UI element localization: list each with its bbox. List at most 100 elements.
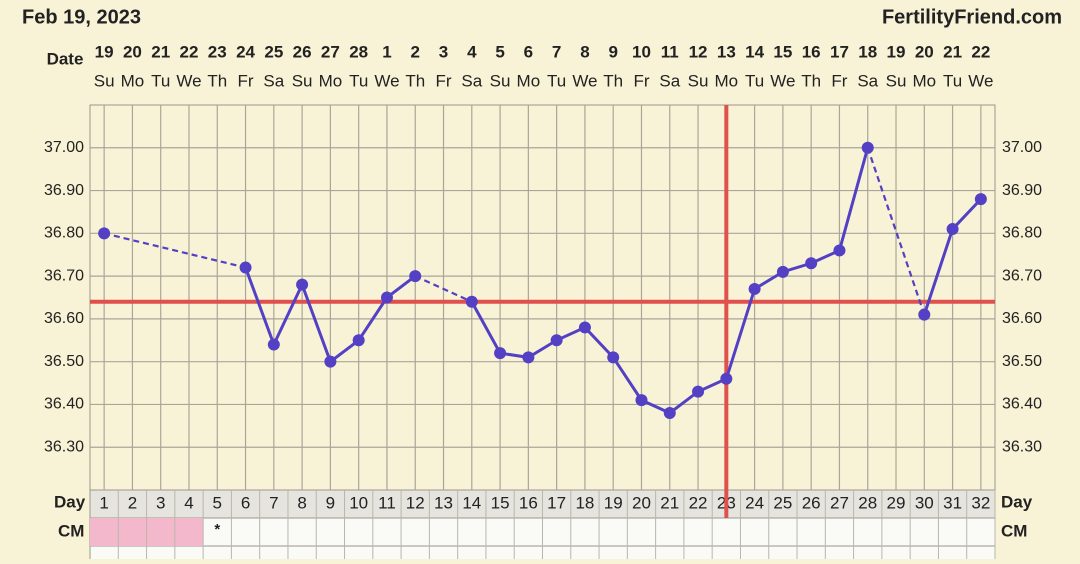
date-label: 20 <box>915 42 934 61</box>
day-label: 21 <box>660 493 679 512</box>
date-label: 3 <box>439 42 448 61</box>
day-label: 15 <box>491 493 510 512</box>
date-label: 9 <box>608 42 617 61</box>
day-label: 9 <box>326 493 335 512</box>
temp-point <box>607 351 620 364</box>
weekday-label: Fr <box>831 71 847 90</box>
date-label: 17 <box>830 42 849 61</box>
day-label: 19 <box>604 493 623 512</box>
weekday-label: Th <box>603 71 623 90</box>
y2-tick-label: 37.00 <box>1002 139 1042 156</box>
date-label: 15 <box>773 42 792 61</box>
date-label: 18 <box>858 42 877 61</box>
day-label: 7 <box>269 493 278 512</box>
weekday-label: Su <box>688 71 709 90</box>
day-label: 13 <box>434 493 453 512</box>
weekday-label: Th <box>207 71 227 90</box>
y2-tick-label: 36.90 <box>1002 182 1042 199</box>
y2-tick-label: 36.30 <box>1002 438 1042 455</box>
y-tick-label: 36.40 <box>44 396 84 413</box>
day-label: 10 <box>349 493 368 512</box>
temp-point <box>720 372 733 385</box>
temp-point <box>409 270 422 283</box>
weekday-label: Mo <box>319 71 343 90</box>
date-label: 5 <box>495 42 504 61</box>
date-label: 24 <box>236 42 255 61</box>
day-label: 1 <box>99 493 108 512</box>
weekday-label: Sa <box>659 71 680 90</box>
y-tick-label: 36.60 <box>44 310 84 327</box>
temp-point <box>776 265 789 278</box>
day-label: 25 <box>773 493 792 512</box>
date-label: 20 <box>123 42 142 61</box>
site-name: FertilityFriend.com <box>882 6 1062 28</box>
day-label: 8 <box>297 493 306 512</box>
day-label: 26 <box>802 493 821 512</box>
day-label: 31 <box>943 493 962 512</box>
gap-connector <box>414 275 473 303</box>
y-tick-label: 37.00 <box>44 139 84 156</box>
date-label: 22 <box>971 42 990 61</box>
date-row-label: Date <box>47 49 84 68</box>
weekday-label: Th <box>405 71 425 90</box>
temp-point <box>352 334 365 347</box>
weekday-label: Tu <box>349 71 368 90</box>
weekday-label: Tu <box>151 71 170 90</box>
date-label: 21 <box>943 42 962 61</box>
y-tick-label: 36.50 <box>44 353 84 370</box>
temp-point <box>380 291 393 304</box>
day-label: 17 <box>547 493 566 512</box>
day-label: 11 <box>378 493 396 512</box>
weekday-label: We <box>374 71 399 90</box>
date-label: 27 <box>321 42 340 61</box>
weekday-label: Su <box>94 71 115 90</box>
day-label: 28 <box>858 493 877 512</box>
weekday-label: Tu <box>943 71 962 90</box>
y2-tick-label: 36.80 <box>1002 225 1042 242</box>
weekday-label: Fr <box>633 71 649 90</box>
date-label: 22 <box>180 42 199 61</box>
temp-point <box>833 244 846 257</box>
date-label: 4 <box>467 42 477 61</box>
temp-point <box>578 321 591 334</box>
temp-point <box>663 407 676 419</box>
temp-point <box>494 347 507 360</box>
y2-tick-label: 36.40 <box>1002 396 1042 413</box>
temp-point <box>946 223 959 236</box>
temp-point <box>748 282 761 295</box>
temp-point <box>550 334 563 347</box>
temp-point <box>918 308 931 321</box>
temp-point <box>324 355 337 368</box>
date-label: 14 <box>745 42 764 61</box>
date-label: 16 <box>802 42 821 61</box>
weekday-label: We <box>770 71 795 90</box>
y-tick-label: 36.70 <box>44 267 84 284</box>
y2-tick-label: 36.70 <box>1002 267 1042 284</box>
date-label: 6 <box>524 42 533 61</box>
day-label: 3 <box>156 493 165 512</box>
cm-highlight <box>146 518 175 546</box>
weekday-label: Sa <box>857 71 878 90</box>
date-label: 2 <box>411 42 420 61</box>
weekday-label: Su <box>490 71 511 90</box>
temp-point <box>692 385 705 398</box>
y2-tick-label: 36.60 <box>1002 310 1042 327</box>
gap-connector <box>103 232 246 269</box>
day-label: 29 <box>887 493 906 512</box>
date-label: 11 <box>661 42 679 61</box>
weekday-label: Su <box>886 71 907 90</box>
weekday-label: Mo <box>121 71 145 90</box>
day-label: 12 <box>406 493 425 512</box>
temp-point <box>296 278 309 291</box>
day-label: 5 <box>213 493 222 512</box>
day-label: 32 <box>971 493 990 512</box>
date-label: 19 <box>887 42 906 61</box>
y2-tick-label: 36.50 <box>1002 353 1042 370</box>
cm-highlight <box>118 518 147 546</box>
date-label: 1 <box>382 42 391 61</box>
temp-point <box>861 141 874 154</box>
date-label: 26 <box>293 42 312 61</box>
day-label: 6 <box>241 493 250 512</box>
chart-date: Feb 19, 2023 <box>22 6 141 28</box>
